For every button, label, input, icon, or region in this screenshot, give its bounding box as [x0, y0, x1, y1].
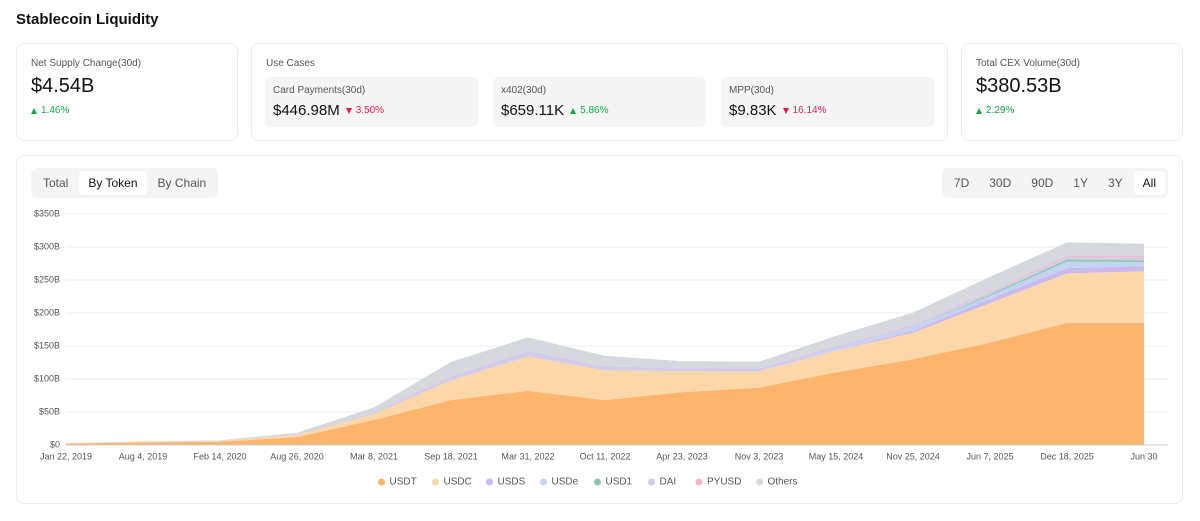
legend-label: PYUSD: [707, 477, 741, 488]
x-tick-label: Nov 25, 2024: [886, 451, 940, 461]
card-value: $380.53B: [976, 75, 1062, 97]
legend-marker: [648, 478, 655, 486]
change-text: 1.46%: [41, 105, 70, 116]
x-tick-label: Mar 8, 2021: [350, 451, 398, 461]
use-case-change: 16.14%: [782, 105, 827, 116]
y-tick-label: $0: [50, 439, 60, 449]
legend-marker: [756, 478, 763, 486]
view-tabs: Total By Token By Chain: [31, 168, 219, 198]
legend-marker: [594, 478, 601, 486]
legend-marker: [540, 478, 547, 486]
x-tick-label: Apr 23, 2023: [656, 451, 708, 461]
stat-card: Net Supply Change(30d) $4.54B 1.46%: [16, 43, 238, 141]
change-text: 5.86%: [580, 105, 609, 116]
range-tabs: 7D 30D 90D 1Y 3Y All: [941, 168, 1168, 198]
legend-marker: [695, 478, 703, 486]
tab[interactable]: 90D: [1031, 176, 1054, 190]
use-case-label: x402(30d): [501, 85, 547, 96]
legend-label: USD1: [606, 477, 633, 488]
legend-label: USDe: [552, 477, 579, 488]
stat-card: Total CEX Volume(30d) $380.53B 2.29%: [961, 43, 1183, 141]
legend-label: USDS: [498, 477, 526, 488]
area: [66, 271, 1144, 444]
x-tick-label: Jun 7, 2025: [966, 451, 1013, 461]
y-tick-label: $350B: [34, 208, 60, 218]
legend-label: Others: [768, 477, 798, 488]
legend-label: USDC: [444, 477, 472, 488]
y-tick-label: $100B: [34, 373, 60, 383]
use-case: MPP(30d) $9.83K 16.14%: [721, 77, 934, 127]
use-case-change: 5.86%: [570, 105, 608, 116]
tab[interactable]: By Chain: [157, 176, 207, 190]
area: [66, 322, 1144, 445]
y-tick-label: $300B: [34, 241, 60, 251]
use-case-value: $659.11K: [501, 102, 565, 119]
x-tick-label: Aug 26, 2020: [270, 451, 324, 461]
legend-label: USDT: [390, 477, 417, 488]
tab[interactable]: All: [1133, 171, 1165, 195]
y-tick-label: $150B: [34, 340, 60, 350]
x-tick-label: Dec 18, 2025: [1040, 451, 1094, 461]
area: [66, 242, 1144, 444]
area: [66, 266, 1144, 444]
tab[interactable]: By Token: [79, 171, 147, 195]
page-title: Stablecoin Liquidity: [16, 11, 159, 28]
use-case-label: Card Payments(30d): [273, 85, 366, 96]
legend-marker: [486, 478, 493, 486]
change-text: 2.29%: [986, 105, 1015, 116]
card-label: Use Cases: [266, 58, 315, 69]
change-text: 16.14%: [792, 105, 827, 116]
area: [66, 261, 1144, 444]
x-tick-label: Feb 14, 2020: [193, 451, 246, 461]
card-label: Net Supply Change(30d): [31, 58, 142, 69]
card-label: Total CEX Volume(30d): [976, 58, 1080, 69]
x-tick-label: Nov 3, 2023: [735, 451, 784, 461]
x-tick-label: Oct 11, 2022: [580, 451, 631, 461]
use-case-value: $9.83K: [729, 102, 777, 119]
use-case-value: $446.98M: [273, 102, 340, 119]
legend-label: DAI: [660, 477, 677, 488]
card-change: 1.46%: [31, 105, 223, 116]
card-change: 2.29%: [976, 105, 1168, 116]
tab[interactable]: 7D: [953, 176, 970, 190]
use-case-label: MPP(30d): [729, 85, 775, 96]
x-tick-label: Jan 22, 2019: [40, 451, 92, 461]
x-tick-label: Aug 4, 2019: [119, 451, 168, 461]
use-cases-card: Use Cases Card Payments(30d) $446.98M 3.5…: [251, 43, 948, 141]
use-case: x402(30d) $659.11K 5.86%: [493, 77, 706, 127]
x-tick-label: Mar 31, 2022: [501, 451, 554, 461]
tab[interactable]: Total: [43, 176, 69, 190]
change-text: 3.50%: [355, 105, 385, 116]
y-tick-label: $50B: [39, 406, 60, 416]
legend-marker: [432, 478, 439, 486]
tab[interactable]: 1Y: [1073, 176, 1088, 190]
card-value: $4.54B: [31, 75, 95, 97]
y-tick-label: $250B: [34, 274, 60, 284]
tab[interactable]: 3Y: [1107, 176, 1123, 190]
x-tick-label: May 15, 2024: [809, 451, 864, 461]
use-case-change: 3.50%: [345, 105, 385, 116]
x-tick-label: Jun 30: [1130, 451, 1157, 461]
use-case: Card Payments(30d) $446.98M 3.50%: [265, 77, 478, 127]
legend-marker: [378, 478, 385, 486]
x-tick-label: Sep 18, 2021: [424, 451, 478, 461]
tab[interactable]: 30D: [989, 176, 1012, 190]
y-tick-label: $200B: [34, 307, 60, 317]
